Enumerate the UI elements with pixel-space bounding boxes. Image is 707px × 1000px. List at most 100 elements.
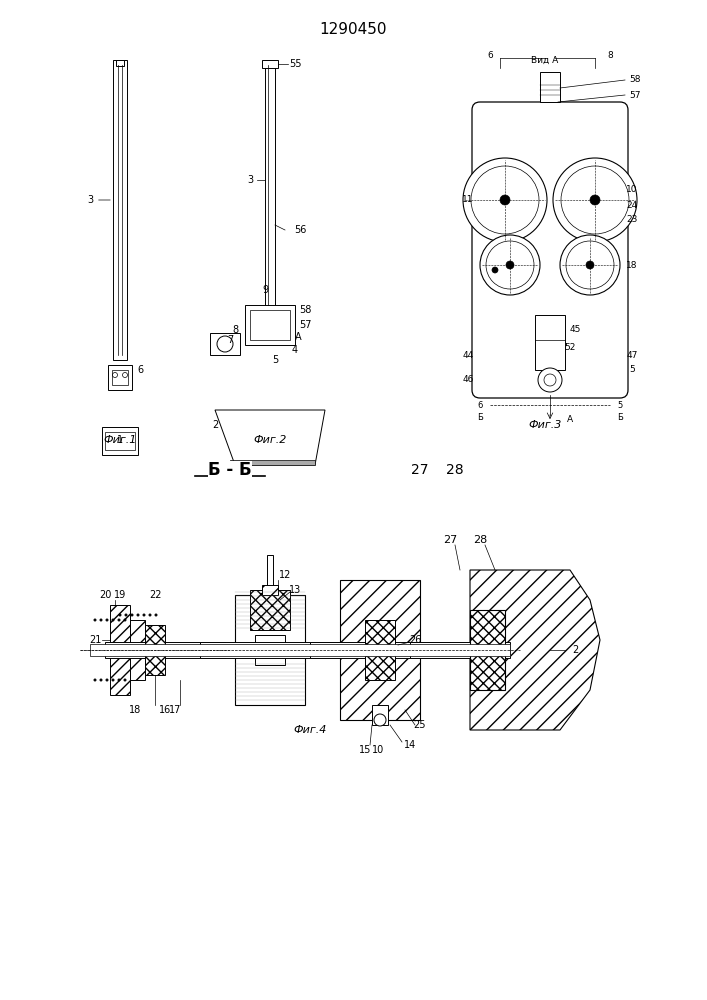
Text: 19: 19 — [114, 590, 126, 600]
Text: 23: 23 — [626, 216, 638, 225]
Text: 13: 13 — [289, 585, 301, 595]
Text: 3: 3 — [247, 175, 253, 185]
Circle shape — [155, 614, 157, 616]
Bar — [372, 705, 388, 725]
Bar — [535, 315, 565, 370]
Circle shape — [94, 619, 96, 621]
Circle shape — [119, 614, 121, 616]
Bar — [262, 585, 278, 595]
Text: 21: 21 — [89, 635, 101, 645]
Circle shape — [480, 235, 540, 295]
Text: 25: 25 — [414, 720, 426, 730]
Bar — [255, 635, 285, 665]
Text: Вид А: Вид А — [532, 55, 559, 64]
Bar — [210, 333, 240, 355]
Text: 5: 5 — [272, 355, 278, 365]
Bar — [108, 365, 132, 390]
Bar — [410, 642, 510, 658]
Text: А: А — [567, 416, 573, 424]
Circle shape — [500, 195, 510, 205]
Circle shape — [100, 619, 102, 621]
Text: 55: 55 — [288, 59, 301, 69]
Text: Фиг.1: Фиг.1 — [103, 435, 136, 445]
Text: 57: 57 — [629, 91, 641, 100]
Circle shape — [112, 619, 114, 621]
Bar — [310, 642, 450, 658]
Bar — [245, 305, 295, 345]
Polygon shape — [215, 410, 325, 465]
Text: Б: Б — [477, 414, 483, 422]
Bar — [130, 620, 145, 680]
Circle shape — [100, 679, 102, 681]
Bar — [340, 580, 420, 720]
Bar — [262, 60, 278, 68]
Text: 2: 2 — [572, 645, 578, 655]
Circle shape — [112, 679, 114, 681]
Bar — [235, 595, 305, 705]
Circle shape — [124, 619, 126, 621]
Text: Фиг.3: Фиг.3 — [528, 420, 561, 430]
Text: 5: 5 — [629, 365, 635, 374]
Text: 5: 5 — [617, 400, 623, 410]
Bar — [265, 60, 275, 310]
Text: 27: 27 — [443, 535, 457, 545]
Bar — [113, 60, 127, 360]
Bar — [365, 620, 395, 680]
Polygon shape — [470, 570, 600, 730]
Bar — [112, 370, 128, 385]
Text: 10: 10 — [626, 186, 638, 194]
Bar — [145, 625, 165, 675]
Bar — [267, 555, 273, 590]
Bar — [102, 427, 138, 455]
Text: 57: 57 — [299, 320, 311, 330]
Text: 6: 6 — [477, 400, 483, 410]
Text: 8: 8 — [232, 325, 238, 335]
Text: 46: 46 — [462, 375, 474, 384]
Circle shape — [560, 235, 620, 295]
Circle shape — [106, 679, 108, 681]
Circle shape — [131, 614, 133, 616]
Text: 56: 56 — [294, 225, 306, 235]
Text: 58: 58 — [629, 76, 641, 85]
Text: 20: 20 — [99, 590, 111, 600]
Circle shape — [586, 261, 594, 269]
Text: 8: 8 — [607, 50, 613, 60]
Text: А: А — [295, 332, 301, 342]
Text: 1290450: 1290450 — [320, 22, 387, 37]
Text: 3: 3 — [87, 195, 110, 205]
Bar — [250, 310, 290, 340]
Bar — [116, 60, 124, 66]
Text: 22: 22 — [148, 590, 161, 600]
Text: Б - Б: Б - Б — [208, 461, 252, 479]
Circle shape — [217, 336, 233, 352]
Text: 6: 6 — [487, 50, 493, 60]
Circle shape — [553, 158, 637, 242]
Circle shape — [125, 614, 127, 616]
FancyBboxPatch shape — [472, 102, 628, 398]
Bar — [250, 590, 290, 630]
Circle shape — [118, 679, 120, 681]
Circle shape — [492, 267, 498, 273]
Circle shape — [374, 714, 386, 726]
Bar — [200, 642, 340, 658]
Text: 27: 27 — [411, 463, 428, 477]
Text: 17: 17 — [169, 705, 181, 715]
Text: 28: 28 — [446, 463, 464, 477]
Text: 4: 4 — [292, 345, 298, 355]
Bar — [540, 72, 560, 102]
Circle shape — [137, 614, 139, 616]
Text: Фиг.2: Фиг.2 — [253, 435, 286, 445]
Bar — [105, 432, 135, 450]
Text: 24: 24 — [626, 200, 638, 210]
Text: 12: 12 — [279, 570, 291, 580]
Text: 18: 18 — [129, 705, 141, 715]
Circle shape — [149, 614, 151, 616]
Text: 44: 44 — [462, 351, 474, 360]
Bar — [230, 460, 315, 465]
Text: 16: 16 — [159, 705, 171, 715]
Text: 52: 52 — [564, 344, 575, 353]
Bar — [90, 644, 510, 656]
Text: 14: 14 — [404, 740, 416, 750]
Circle shape — [94, 679, 96, 681]
Text: 9: 9 — [262, 285, 268, 295]
